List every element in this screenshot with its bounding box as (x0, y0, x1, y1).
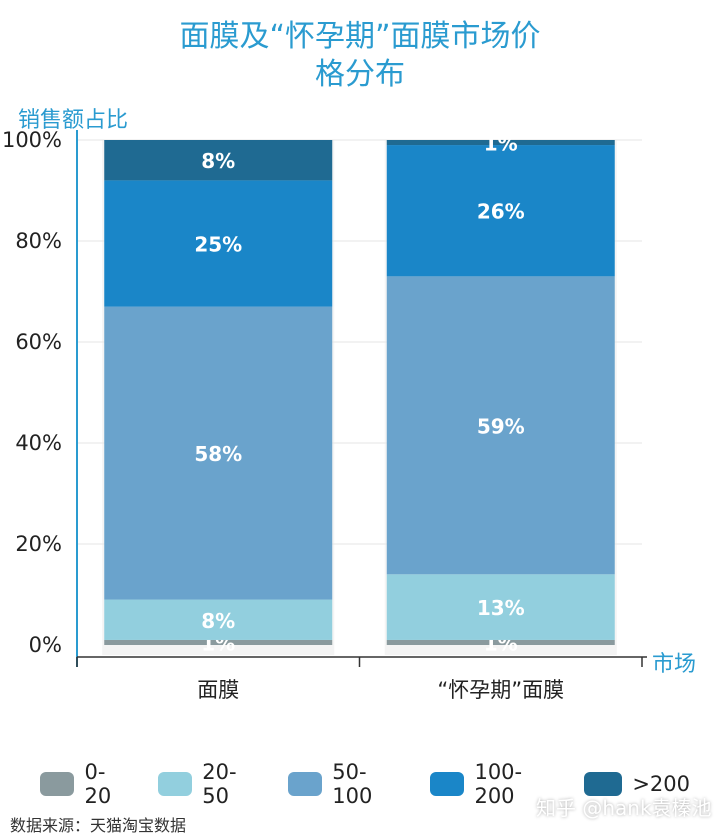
bar-segment (104, 599, 333, 640)
data-label: 26% (477, 200, 525, 224)
y-tick-label: 0% (29, 633, 62, 657)
x-tick-label: “怀孕期”面膜 (437, 678, 564, 702)
legend-label: 50-100 (332, 760, 373, 808)
y-tick-label: 40% (15, 431, 62, 455)
data-label: 58% (194, 442, 242, 466)
source-note: 数据来源：天猫淘宝数据 (10, 816, 187, 835)
legend: 0-20 20-50 50-100 100-200 >200 (40, 760, 720, 808)
chart-title: 面膜及“怀孕期”面膜市场价 格分布 (0, 18, 720, 94)
y-tick-label: 60% (15, 330, 62, 354)
watermark: 知乎 @hank袁榛池 (536, 796, 712, 820)
bar-segment (104, 180, 333, 307)
bar-segment (104, 306, 333, 600)
legend-item: 20-50 (157, 760, 258, 808)
bar-segment (104, 140, 333, 181)
legend-swatch (429, 772, 465, 796)
legend-item: 100-200 (429, 760, 554, 808)
data-label: 8% (201, 609, 235, 633)
chart-title-line-2: 格分布 (315, 57, 405, 92)
chart-title-line-1: 面膜及“怀孕期”面膜市场价 (179, 19, 541, 54)
data-label: 25% (194, 233, 242, 257)
legend-swatch (584, 772, 623, 796)
x-tick-label: 面膜 (197, 678, 239, 702)
legend-label: 0-20 (84, 760, 112, 808)
bar-segment (104, 639, 333, 645)
data-label: 13% (477, 596, 525, 620)
data-label: 59% (477, 414, 525, 438)
x-axis-title: 市场 (652, 652, 697, 677)
legend-item: 50-100 (287, 760, 400, 808)
legend-swatch (157, 772, 193, 796)
y-tick-label: 100% (2, 128, 62, 152)
bar-segment (386, 140, 615, 146)
legend-label: 20-50 (202, 760, 237, 808)
legend-item: 0-20 (40, 760, 128, 808)
bar-segment (386, 639, 615, 645)
bar-segment (386, 574, 615, 640)
bar-segment (386, 145, 615, 277)
data-label: 8% (201, 149, 235, 173)
data-label: 1% (484, 132, 518, 156)
legend-swatch (287, 772, 323, 796)
y-axis-title: 销售额占比 (18, 108, 129, 133)
legend-label: 100-200 (474, 760, 523, 808)
legend-item: >200 (584, 772, 690, 796)
legend-label: >200 (632, 772, 690, 796)
bar-segment (386, 276, 615, 575)
y-tick-label: 20% (15, 532, 62, 556)
legend-swatch (40, 772, 75, 796)
y-tick-label: 80% (15, 229, 62, 253)
